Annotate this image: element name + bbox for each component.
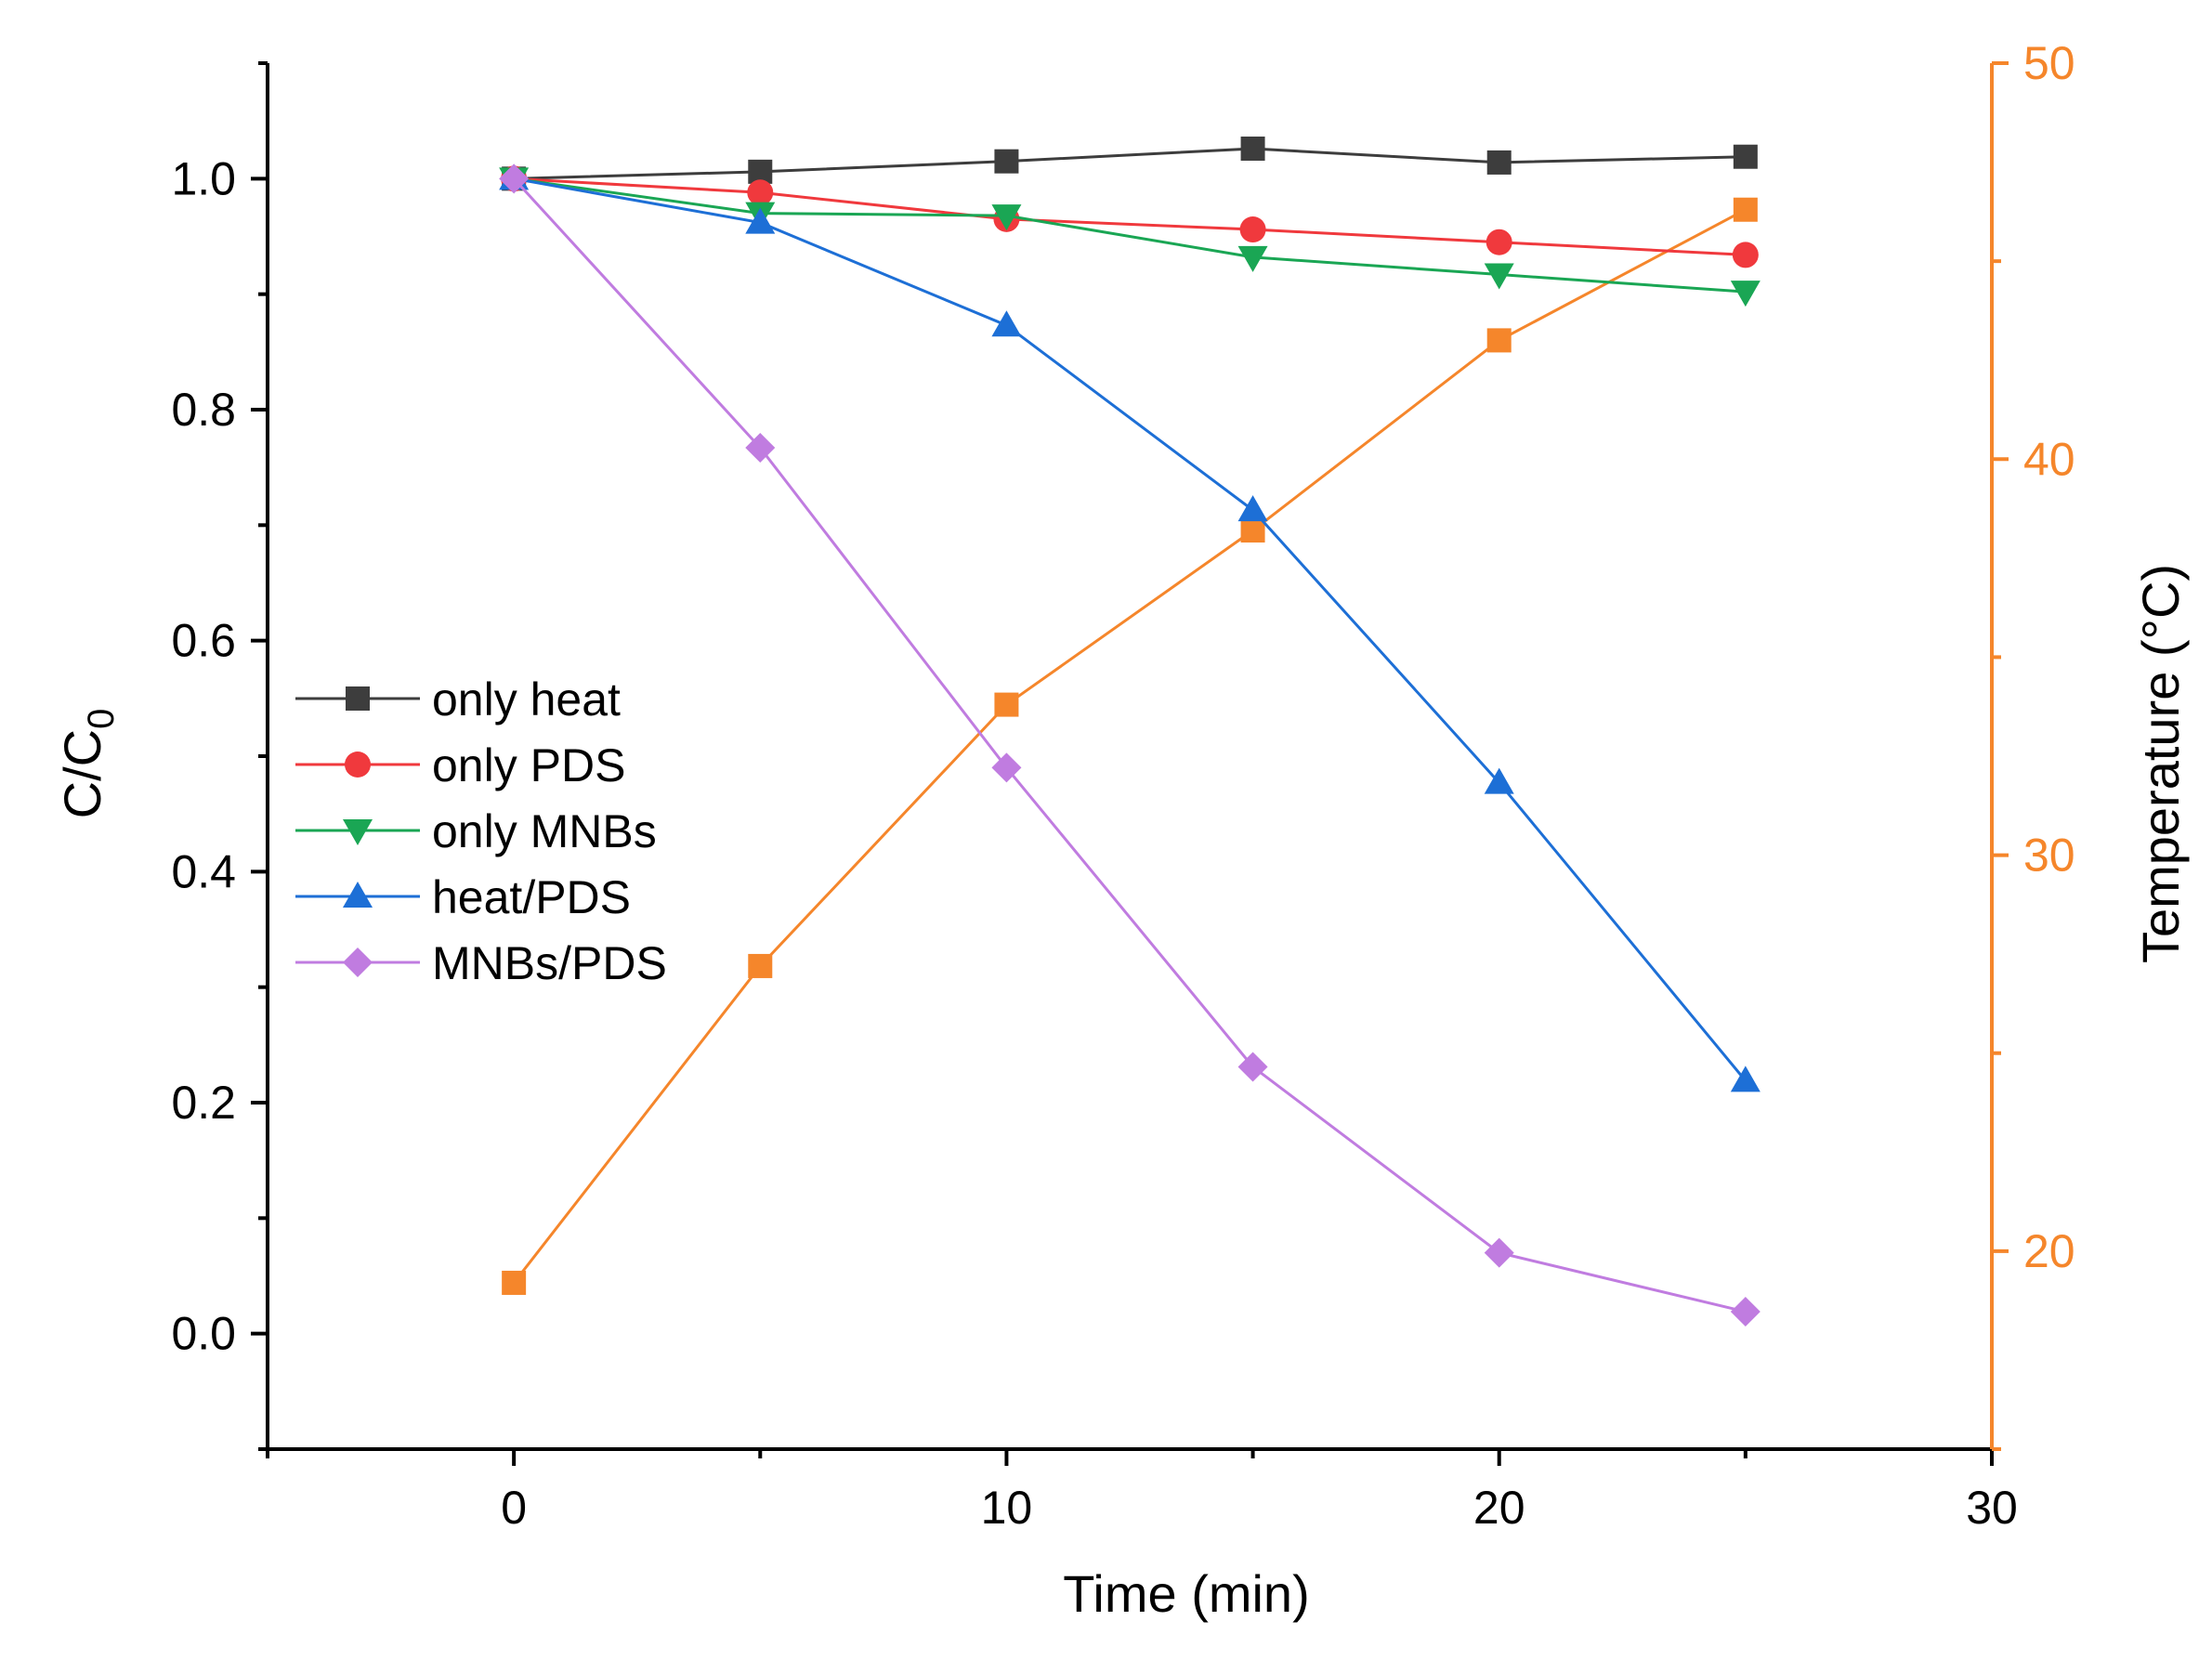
legend-item-only-pds: only PDS (295, 739, 625, 791)
data-point-only-mnbs (1730, 281, 1760, 307)
y-axis-title-main: C/C (53, 729, 111, 818)
series-mnbs-pds (499, 163, 1760, 1327)
y-tick-label: 0.2 (171, 1077, 236, 1129)
series-only-mnbs (499, 167, 1760, 307)
data-point-temperature (1486, 328, 1512, 353)
x-axis-title: Time (min) (1063, 1564, 1309, 1623)
y-tick-label: 0.6 (171, 615, 236, 667)
data-point-temperature (1240, 518, 1265, 543)
data-point-only-mnbs (1237, 245, 1268, 272)
data-point-mnbs-pds (991, 752, 1022, 783)
data-point-mnbs-pds (1484, 1237, 1514, 1268)
legend-marker (343, 948, 373, 977)
y2-tick-label: 30 (2023, 830, 2075, 882)
legend-item-only-heat: only heat (295, 673, 621, 725)
y2-tick-label: 20 (2023, 1225, 2075, 1277)
series-line-mnbs-pds (513, 177, 1747, 1314)
y2-ticks: 20 30 40 50 (1992, 37, 2075, 1451)
legend-item-heat-pds: heat/PDS (295, 871, 631, 923)
data-point-heat-pds (1730, 1065, 1760, 1092)
legend-item-only-mnbs: only MNBs (295, 805, 657, 857)
data-point-only-pds (747, 179, 774, 206)
series-only-pds (501, 165, 1759, 268)
legend: only heat only PDS only MNBs heat/PDS MNBs/P… (295, 673, 667, 989)
data-point-heat-pds (1484, 767, 1514, 794)
data-point-only-pds (1732, 242, 1759, 268)
data-point-temperature (748, 953, 773, 978)
data-point-heat-pds (745, 207, 776, 234)
y-axis-title-subscript: 0 (81, 709, 122, 729)
legend-marker (346, 686, 370, 711)
legend-item-mnbs-pds: MNBs/PDS (295, 937, 667, 989)
data-point-only-pds (1239, 216, 1266, 243)
legend-label: only PDS (432, 739, 625, 791)
data-point-only-pds (1486, 229, 1512, 255)
data-point-temperature (502, 1270, 527, 1295)
series-line-only-heat (514, 147, 1746, 180)
y2-tick-label: 50 (2023, 37, 2075, 89)
legend-label: heat/PDS (432, 871, 631, 923)
data-point-mnbs-pds (745, 433, 776, 464)
y2-tick-label: 40 (2023, 433, 2075, 485)
series-layer (499, 137, 1760, 1327)
legend-label: MNBs/PDS (432, 937, 667, 989)
data-point-mnbs-pds (1730, 1297, 1760, 1327)
series-line-temperature (512, 208, 1747, 1284)
data-point-temperature (1733, 197, 1758, 222)
series-line-only-pds (514, 176, 1746, 256)
y-axis-title: C/C0 (53, 709, 122, 819)
legend-marker (345, 752, 371, 778)
x-tick-label: 10 (981, 1482, 1033, 1534)
series-only-heat (502, 137, 1758, 191)
series-temperature (502, 197, 1758, 1295)
data-point-only-mnbs (991, 204, 1022, 231)
x-tick-label: 20 (1473, 1482, 1525, 1534)
data-point-only-heat (1486, 150, 1512, 175)
series-line-only-mnbs (513, 176, 1746, 294)
data-point-mnbs-pds (1237, 1052, 1268, 1082)
x-ticks: 0 10 20 30 (266, 1449, 2018, 1534)
series-line-heat-pds (513, 176, 1747, 1082)
y-tick-label: 0.8 (171, 384, 236, 436)
y-ticks: 0.0 0.2 0.4 0.6 0.8 1.0 (171, 61, 268, 1451)
legend-label: only heat (432, 673, 621, 725)
x-tick-label: 0 (501, 1482, 527, 1534)
data-point-temperature (994, 692, 1019, 717)
legend-label: only MNBs (432, 805, 657, 857)
data-point-only-mnbs (1484, 263, 1514, 290)
y-tick-label: 0.0 (171, 1308, 236, 1360)
legend-marker (343, 882, 373, 908)
data-point-heat-pds (991, 310, 1022, 337)
data-point-heat-pds (1237, 495, 1268, 522)
y-tick-label: 0.4 (171, 845, 236, 897)
data-point-mnbs-pds (499, 163, 530, 194)
data-point-only-heat (994, 149, 1019, 174)
data-point-only-heat (1733, 144, 1758, 169)
data-point-only-heat (1240, 137, 1265, 162)
legend-marker (343, 819, 373, 845)
y-tick-label: 1.0 (171, 152, 236, 204)
y2-axis-title: Temperature (°C) (2131, 564, 2190, 963)
x-tick-label: 30 (1966, 1482, 2018, 1534)
